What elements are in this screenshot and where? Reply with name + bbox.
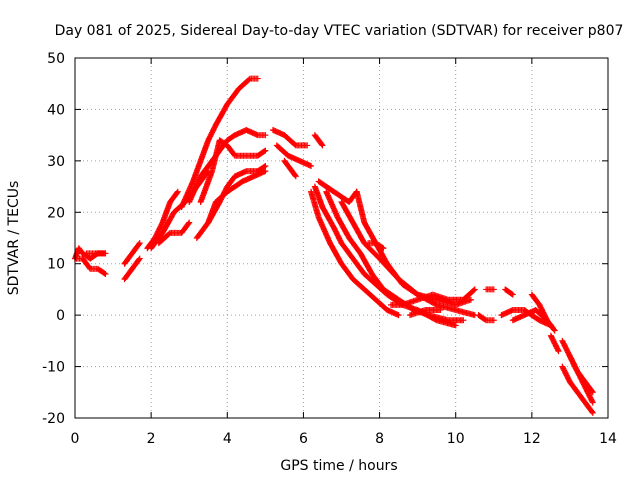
series-marker-path	[83, 250, 109, 257]
series-track-15	[273, 142, 315, 169]
series-marker-path	[281, 157, 299, 180]
x-axis-title: GPS time / hours	[280, 458, 397, 474]
series-marker-path	[205, 168, 269, 226]
series-track-24	[365, 240, 387, 252]
y-tick-label: -20	[42, 411, 65, 427]
series-track-26	[407, 307, 444, 319]
series-track-5	[121, 240, 143, 267]
chart-title: Day 081 of 2025, Sidereal Day-to-day VTE…	[55, 23, 624, 39]
series-track-11	[197, 137, 269, 205]
series-marker-path	[311, 132, 326, 149]
series-track-36	[566, 353, 596, 406]
series-track-3	[83, 250, 109, 257]
series-track-25	[387, 286, 478, 308]
series-marker-path	[315, 178, 360, 205]
series-marker-path	[273, 142, 315, 169]
series-marker-path	[365, 240, 387, 252]
series-track-29	[502, 286, 516, 298]
series-marker-path	[547, 332, 562, 355]
series-track-8	[155, 219, 193, 247]
series-marker-path	[197, 137, 269, 205]
x-tick-label: 2	[147, 431, 156, 447]
series-marker-path	[308, 188, 402, 319]
y-tick-label: 0	[56, 308, 65, 324]
grid-layer	[75, 58, 608, 418]
series-track-13	[205, 168, 269, 226]
series-track-16	[281, 157, 299, 180]
series-marker-path	[475, 312, 497, 324]
series-marker-path	[566, 353, 596, 406]
x-tick-label: 6	[299, 431, 308, 447]
y-tick-label: 40	[47, 102, 65, 118]
y-tick-label: 30	[47, 154, 65, 170]
y-tick-label: 50	[47, 51, 65, 67]
series-track-27	[475, 312, 497, 324]
data-marks	[72, 75, 596, 416]
series-marker-path	[155, 219, 193, 247]
x-tick-label: 8	[375, 431, 384, 447]
series-track-9	[178, 75, 261, 211]
series-marker-path	[387, 286, 478, 308]
x-tick-label: 4	[223, 431, 232, 447]
series-marker-path	[269, 127, 311, 149]
series-marker-path	[178, 75, 261, 211]
series-marker-path	[144, 188, 181, 252]
series-marker-path	[407, 307, 444, 319]
series-track-18	[315, 178, 360, 205]
x-tick-label: 0	[71, 431, 80, 447]
y-tick-label: 10	[47, 257, 65, 273]
x-tick-label: 14	[599, 431, 617, 447]
y-tick-label: 20	[47, 205, 65, 221]
series-marker-path	[483, 286, 497, 293]
y-axis-title: SDTVAR / TECUs	[6, 181, 22, 296]
series-track-14	[269, 127, 311, 149]
plot-frame	[74, 57, 609, 419]
x-tick-label: 12	[523, 431, 541, 447]
series-marker-path	[559, 363, 596, 416]
series-track-32	[528, 291, 558, 334]
series-marker-path	[121, 255, 143, 283]
series-track-33	[547, 332, 562, 355]
series-track-4	[121, 255, 143, 283]
series-track-17	[311, 132, 326, 149]
series-marker-path	[502, 286, 516, 298]
y-tick-label: -10	[42, 360, 65, 376]
series-marker-path	[528, 291, 558, 334]
series-track-28	[483, 286, 497, 293]
series-track-6	[144, 188, 181, 252]
series-track-35	[559, 363, 596, 416]
axis-ticks: 0 2 4 6 8 10 12 14 -20 -10 0 10 20 30 40 50	[42, 51, 617, 447]
series-track-21	[308, 188, 402, 319]
series-marker-path	[121, 240, 143, 267]
x-tick-label: 10	[447, 431, 465, 447]
